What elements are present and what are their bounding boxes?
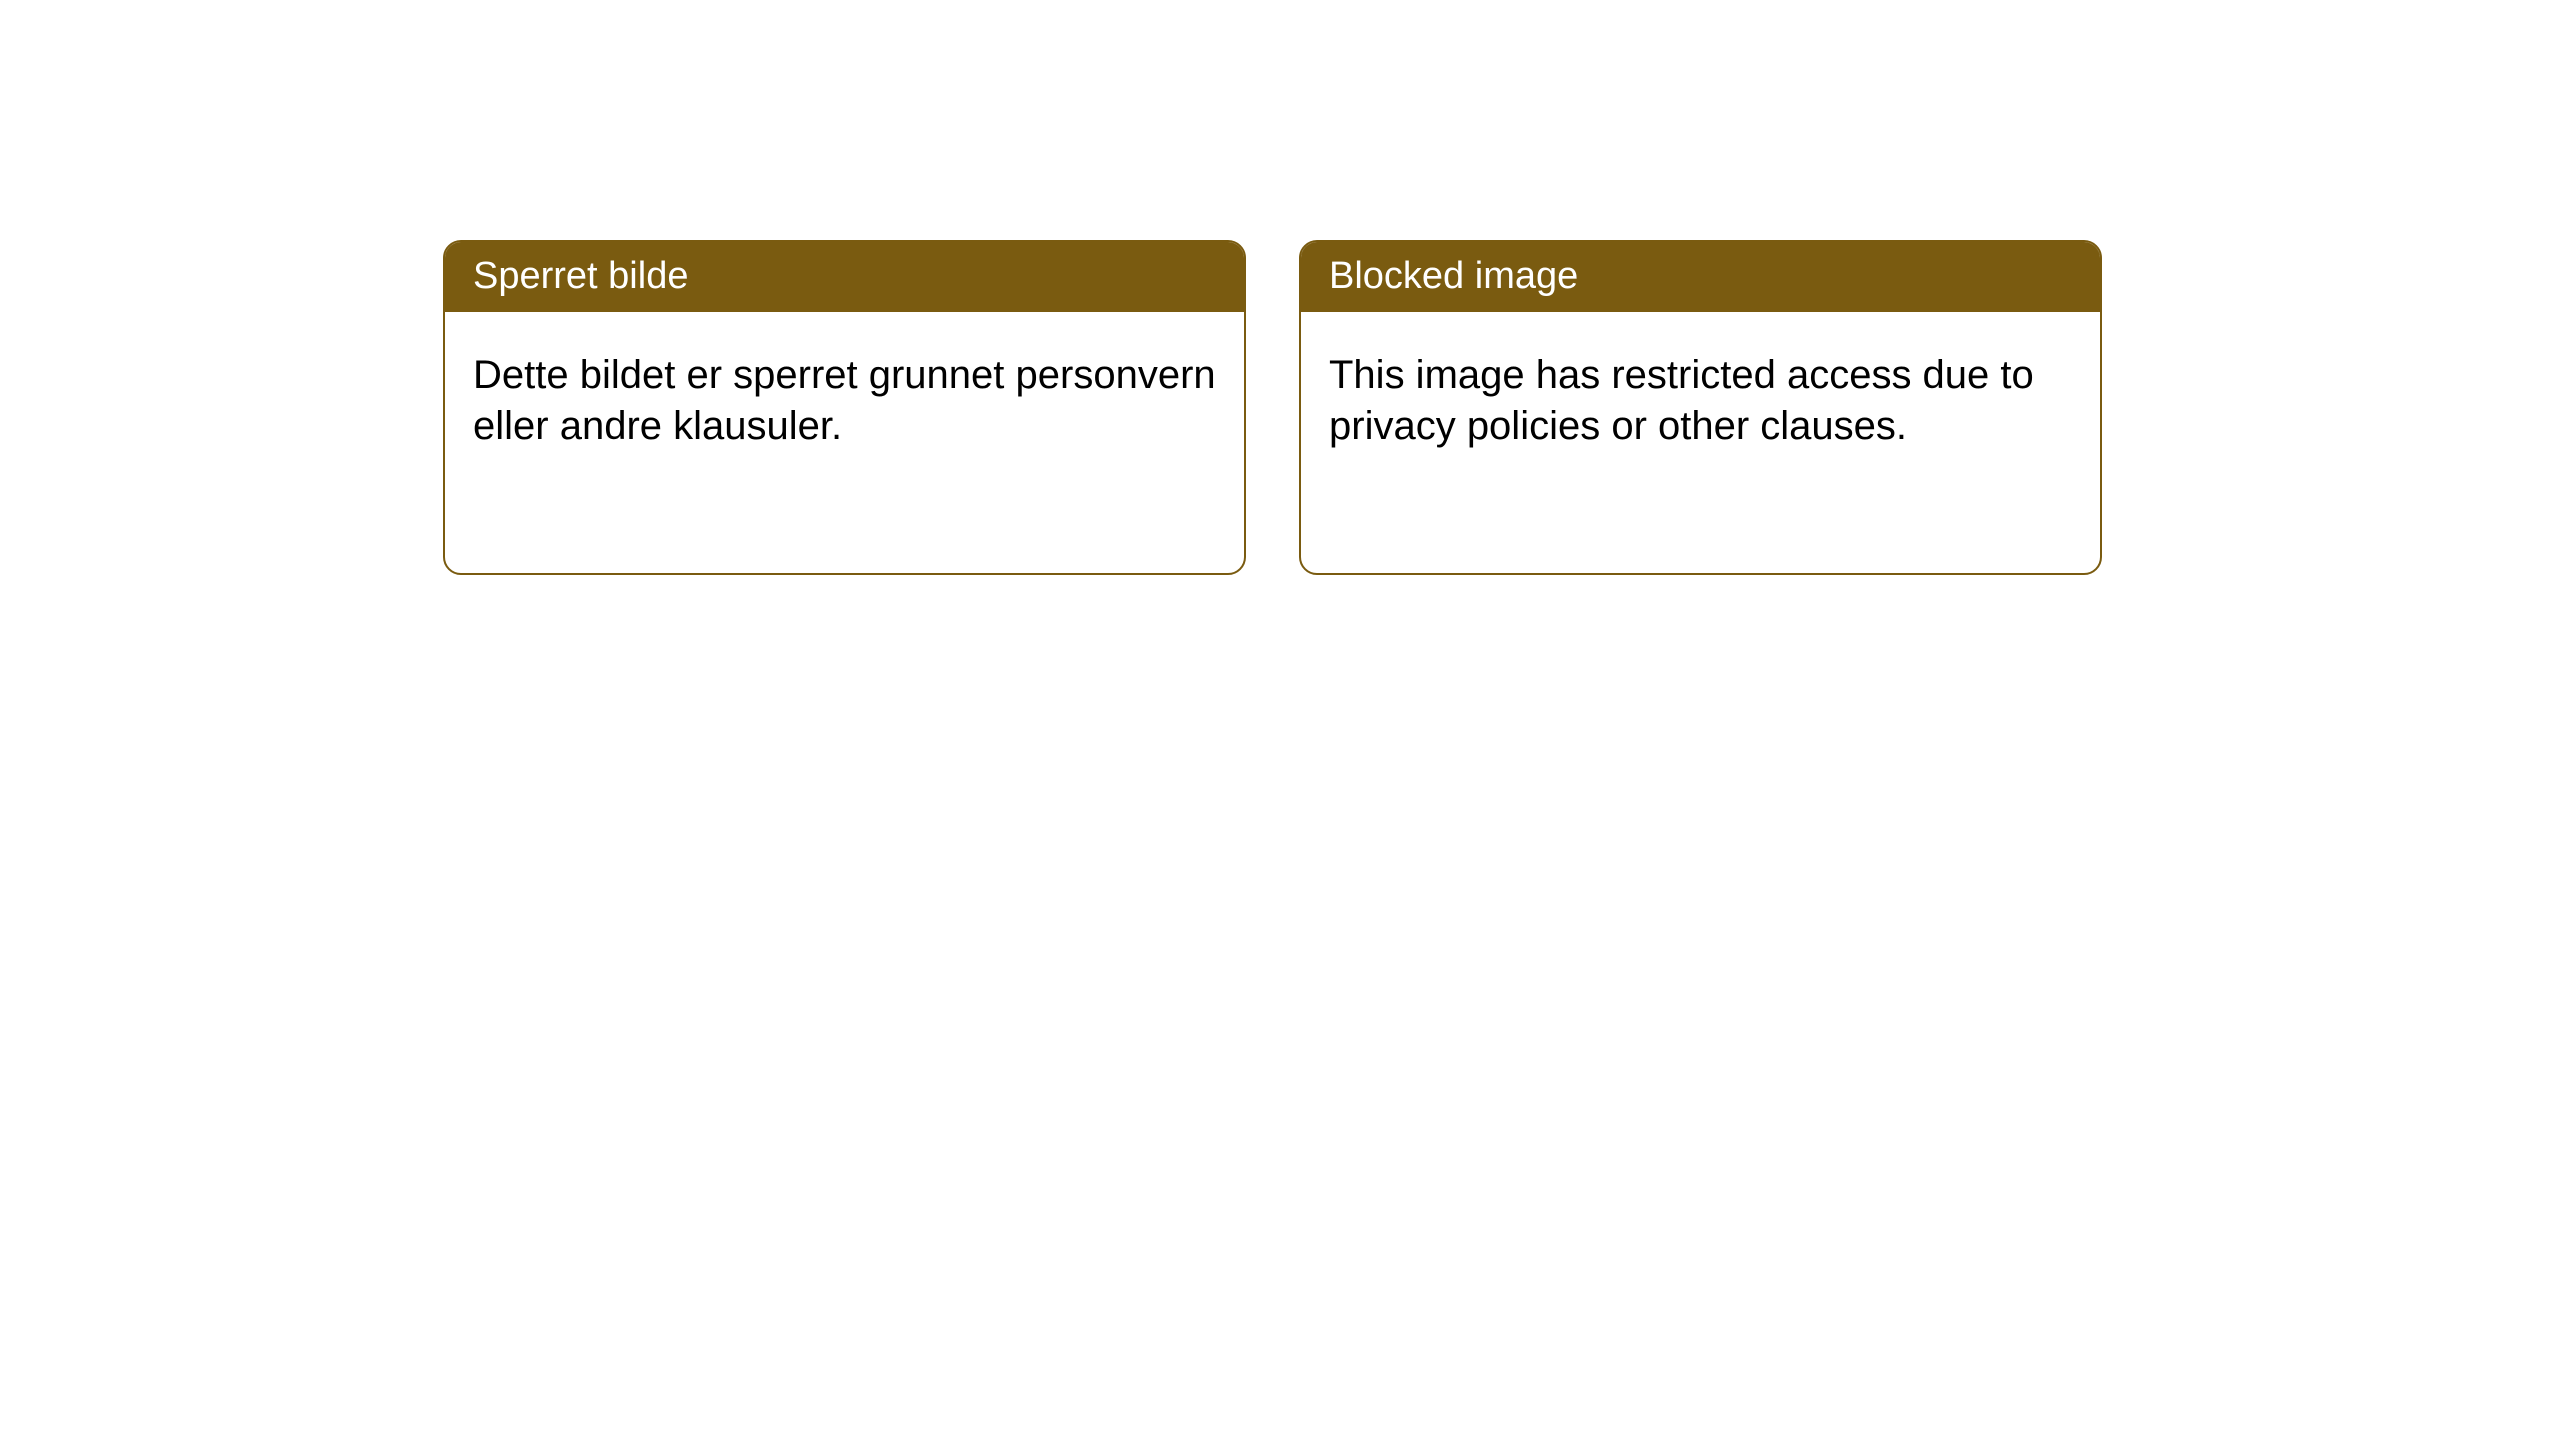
notice-card-english: Blocked image This image has restricted …: [1299, 240, 2102, 575]
notice-card-norwegian: Sperret bilde Dette bildet er sperret gr…: [443, 240, 1246, 575]
notice-card-title: Blocked image: [1301, 242, 2100, 312]
notice-card-body: This image has restricted access due to …: [1301, 312, 2100, 480]
notice-cards-container: Sperret bilde Dette bildet er sperret gr…: [443, 240, 2102, 575]
notice-card-body: Dette bildet er sperret grunnet personve…: [445, 312, 1244, 480]
notice-card-title: Sperret bilde: [445, 242, 1244, 312]
